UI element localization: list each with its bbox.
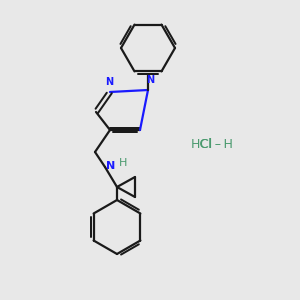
Text: N: N xyxy=(106,161,116,171)
Text: H: H xyxy=(119,158,127,168)
Text: HCl: HCl xyxy=(191,139,213,152)
Text: N: N xyxy=(105,77,113,87)
Text: Cl – H: Cl – H xyxy=(200,139,233,152)
Text: N: N xyxy=(146,75,154,85)
